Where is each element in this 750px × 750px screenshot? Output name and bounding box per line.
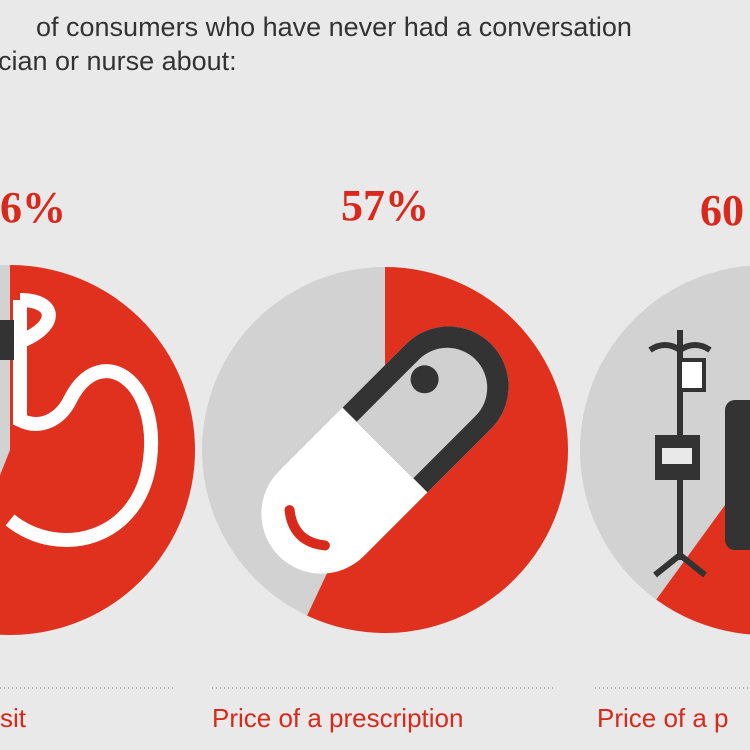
iv-bag — [678, 358, 706, 392]
percent-label: 6% — [0, 183, 66, 232]
header-line: cian or nurse about: — [0, 46, 237, 76]
pill-inner — [356, 347, 488, 479]
icons — [0, 293, 750, 578]
percent-label: 57% — [341, 181, 429, 230]
stethoscope-icon — [5, 293, 159, 547]
pill-icon — [261, 326, 509, 574]
percent-label: 60 — [700, 186, 744, 235]
item-label: Price of a p — [597, 703, 729, 733]
iv-screen — [662, 448, 692, 464]
header-line: of consumers who have never had a conver… — [36, 12, 632, 42]
bed-icon — [725, 400, 750, 550]
item-label: sit — [0, 703, 27, 733]
item-label: Price of a prescription — [212, 703, 463, 733]
pill-dot — [410, 365, 439, 394]
iv-base — [653, 551, 707, 578]
stethoscope-part — [0, 320, 14, 360]
iv-hook — [648, 342, 712, 354]
pill-smile — [284, 505, 330, 551]
